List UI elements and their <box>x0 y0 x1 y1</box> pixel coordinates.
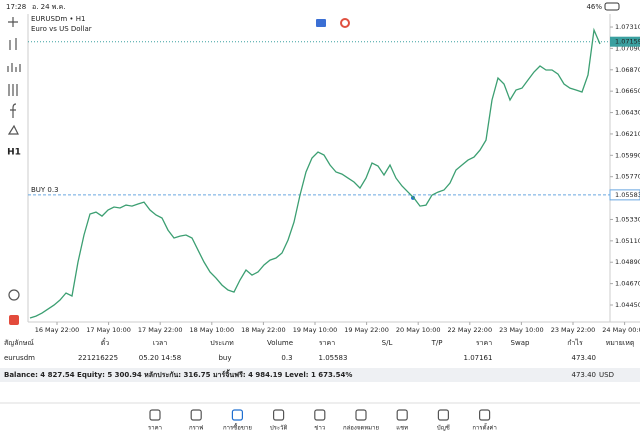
candles-icon[interactable] <box>9 38 17 50</box>
table-header: ตั๋ว <box>101 338 110 347</box>
y-tick-label: 1.05330 <box>615 215 640 223</box>
table-cell[interactable]: 473.40 <box>572 354 597 362</box>
status-time: 17:28 <box>6 3 26 11</box>
tab-label[interactable]: กราฟ <box>189 425 203 432</box>
tab-icon[interactable] <box>231 409 243 421</box>
last-price-label: 1.07159 <box>615 38 640 46</box>
buy-price-label: 1.05583 <box>615 191 640 199</box>
table-header: ประเภท <box>210 339 234 347</box>
left-toolbar <box>7 17 21 325</box>
table-header: ราคา <box>319 339 335 347</box>
tab-icon[interactable] <box>149 409 161 421</box>
objects-icon[interactable] <box>7 124 19 135</box>
tab-icon[interactable] <box>479 409 491 421</box>
table-header: เวลา <box>153 339 168 347</box>
x-tick-label: 22 May 22:00 <box>448 326 493 334</box>
price-line <box>29 27 601 319</box>
chart-symbol: EURUSDm • H1 <box>31 15 85 23</box>
tab-icon[interactable] <box>314 409 326 421</box>
toolbar-timeframe[interactable]: H1 <box>7 148 21 158</box>
y-tick-label: 1.05990 <box>615 151 640 159</box>
x-tick-label: 19 May 22:00 <box>344 326 389 334</box>
table-header: ราคา <box>476 339 492 347</box>
tab-label[interactable]: บัญชี <box>437 424 450 432</box>
table-header: หมายเหตุ <box>606 339 635 347</box>
tab-icon[interactable] <box>273 409 285 421</box>
x-tick-label: 23 May 10:00 <box>499 326 544 334</box>
tab-label[interactable]: การตั้งค่า <box>472 422 496 432</box>
buy-line-label: BUY 0.3 <box>31 186 59 194</box>
one-click-icon[interactable] <box>316 19 326 27</box>
x-tick-label: 16 May 22:00 <box>35 326 80 334</box>
tab-label[interactable]: ข่าว <box>314 425 325 432</box>
indicators-icon[interactable] <box>8 84 18 96</box>
table-cell[interactable]: 221216225 <box>78 354 118 362</box>
crosshair-icon[interactable] <box>8 17 18 27</box>
x-tick-label: 24 May 00:00 <box>602 326 640 334</box>
y-tick-label: 1.05110 <box>615 237 640 245</box>
last-price-box <box>610 36 640 47</box>
x-tick-label: 20 May 10:00 <box>396 326 441 334</box>
table-header: สัญลักษณ์ <box>4 339 34 347</box>
y-tick-label: 1.06430 <box>615 109 640 117</box>
x-tick-label: 17 May 10:00 <box>86 326 131 334</box>
table-cell[interactable]: eurusdm <box>4 354 35 362</box>
table-header: T/P <box>431 339 443 347</box>
x-tick-label: 18 May 22:00 <box>241 326 286 334</box>
y-tick-label: 1.07090 <box>615 44 640 52</box>
y-tick-label: 1.06210 <box>615 130 640 138</box>
x-tick-label: 17 May 22:00 <box>138 326 183 334</box>
balance-currency: USD <box>599 371 614 379</box>
y-tick-label: 1.06650 <box>615 87 640 95</box>
tab-icon[interactable] <box>355 409 367 421</box>
tab-label[interactable]: ราคา <box>148 425 162 432</box>
table-header: S/L <box>382 339 393 347</box>
y-tick-label: 1.05770 <box>615 173 640 181</box>
table-cell[interactable]: 1.07161 <box>464 354 493 362</box>
broker-icon[interactable] <box>9 315 19 325</box>
tab-label[interactable]: การซื้อขาย <box>223 422 252 432</box>
bars-icon[interactable] <box>7 63 21 72</box>
status-date: อ. 24 พ.ค. <box>32 3 66 11</box>
status-battery: 46% <box>586 3 602 11</box>
x-tick-label: 18 May 10:00 <box>190 326 235 334</box>
function-icon[interactable] <box>10 103 17 118</box>
balance-text: Balance: 4 827.54 Equity: 5 300.94 หลักป… <box>4 368 352 379</box>
tab-label[interactable]: ประวัติ <box>270 425 288 432</box>
balance-total: 473.40 <box>572 371 597 379</box>
gauge-icon[interactable] <box>8 289 20 301</box>
table-cell[interactable]: 1.05583 <box>319 354 348 362</box>
tab-icon[interactable] <box>190 409 202 421</box>
table-cell[interactable]: 0.3 <box>281 354 292 362</box>
trade-icon[interactable] <box>340 18 350 28</box>
table-cell[interactable]: buy <box>218 354 231 362</box>
y-tick-label: 1.07310 <box>615 23 640 31</box>
x-tick-label: 19 May 10:00 <box>293 326 338 334</box>
battery-icon <box>604 2 620 11</box>
table-cell[interactable]: 05.20 14:58 <box>139 354 181 362</box>
tab-icon[interactable] <box>396 409 408 421</box>
chart-description: Euro vs US Dollar <box>31 25 92 33</box>
table-header: Swap <box>511 339 530 347</box>
buy-price-box <box>609 189 640 201</box>
table-header: กำไร <box>567 338 583 347</box>
tab-label[interactable]: แชท <box>396 425 408 432</box>
balance-bar <box>0 368 640 382</box>
tab-icon[interactable] <box>437 409 449 421</box>
table-header: Volume <box>267 339 293 347</box>
y-tick-label: 1.04450 <box>615 301 640 309</box>
y-tick-label: 1.04670 <box>615 280 640 288</box>
y-tick-label: 1.06870 <box>615 66 640 74</box>
tab-label[interactable]: กล่องจดหมาย <box>343 425 379 432</box>
y-tick-label: 1.04890 <box>615 258 640 266</box>
x-tick-label: 23 May 22:00 <box>551 326 596 334</box>
